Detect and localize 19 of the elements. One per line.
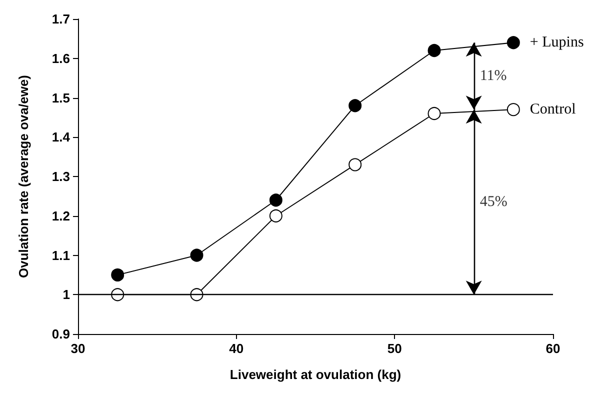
y-tick-label: 1.1	[52, 248, 70, 263]
x-axis-title: Liveweight at ovulation (kg)	[230, 367, 402, 382]
y-tick-label: 1.6	[52, 50, 70, 66]
x-tick-label: 40	[229, 341, 244, 356]
y-tick-label: 1.4	[52, 130, 71, 145]
y-tick-label: 1.5	[52, 90, 70, 106]
x-tick-label: 60	[546, 341, 560, 356]
x-tick-label: 50	[387, 341, 402, 356]
x-tick-label: 30	[70, 341, 86, 356]
series-label: Control	[530, 102, 576, 118]
y-axis-title: Ovulation rate (average ova/ewe)	[16, 74, 31, 278]
y-tick-label: 1.3	[52, 169, 70, 184]
y-tick-label: 1	[62, 287, 70, 302]
y-tick-label: 1.2	[52, 208, 70, 224]
series-label: + Lupins	[530, 34, 584, 51]
y-tick-label: 0.9	[52, 326, 70, 342]
y-tick-label: 1.7	[52, 12, 70, 26]
annotation: 45%	[480, 194, 508, 210]
annotation: 11%	[480, 68, 507, 84]
